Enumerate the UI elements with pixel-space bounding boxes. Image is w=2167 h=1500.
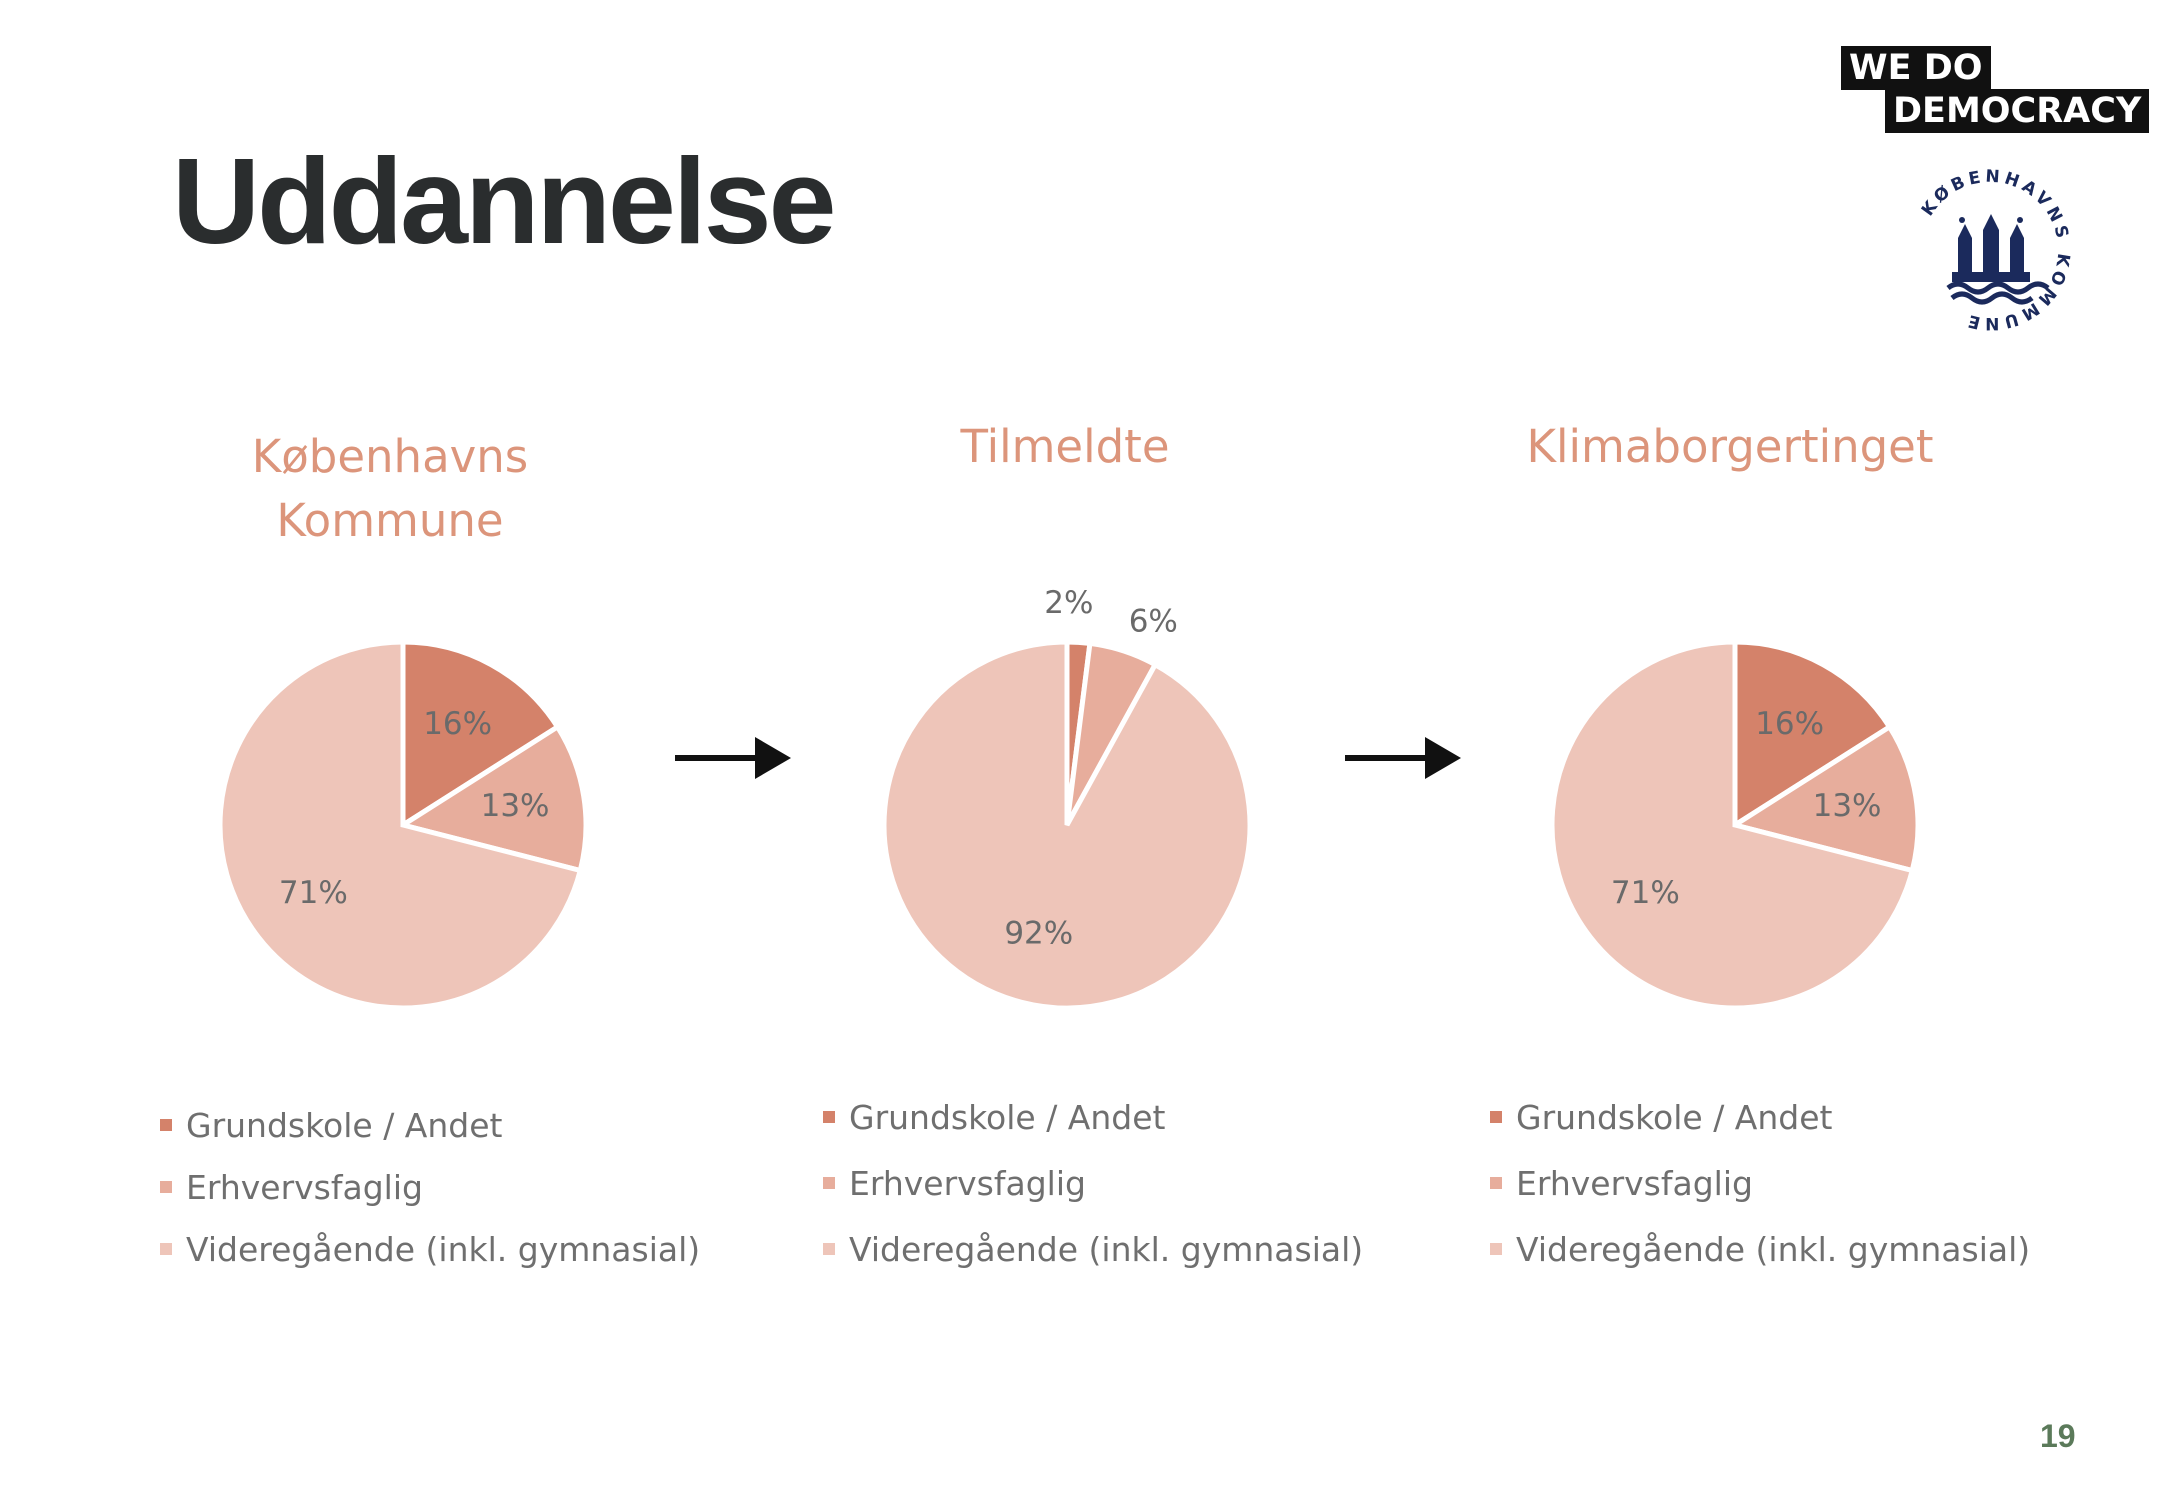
chart-3-title: Klimaborgertinget (1480, 415, 1980, 479)
legend-label: Erhvervsfaglig (849, 1163, 1086, 1203)
legend-swatch-grundskole (1490, 1111, 1502, 1123)
data-label-grundskole: 2% (1044, 585, 1093, 621)
data-label-erhvervsfaglig: 13% (481, 788, 550, 824)
data-label-grundskole: 16% (423, 706, 492, 742)
legend-label: Grundskole / Andet (1516, 1097, 1833, 1137)
legend-chart-3: Grundskole / Andet Erhvervsfaglig Videre… (1490, 1084, 2030, 1282)
data-label-videregaende: 71% (1611, 875, 1680, 911)
legend-swatch-grundskole (823, 1111, 835, 1123)
data-label-erhvervsfaglig: 6% (1129, 603, 1178, 639)
slide-title: Uddannelse (172, 133, 836, 269)
legend-item: Videregående (inkl. gymnasial) (823, 1216, 1363, 1282)
legend-label: Videregående (inkl. gymnasial) (849, 1229, 1364, 1269)
pie-slice-grundskole (1732, 639, 1893, 830)
legend-item: Erhvervsfaglig (823, 1150, 1363, 1216)
legend-chart-1: Grundskole / Andet Erhvervsfaglig Videre… (160, 1094, 700, 1280)
page-number: 19 (2040, 1418, 2076, 1454)
legend-item: Grundskole / Andet (1490, 1084, 2030, 1150)
legend-label: Erhvervsfaglig (1516, 1163, 1753, 1203)
logo-line-2: DEMOCRACY (1885, 89, 2150, 133)
legend-item: Grundskole / Andet (160, 1094, 700, 1156)
legend-swatch-videregaende (823, 1243, 835, 1255)
chart-1-title-line-2: Kommune (276, 494, 504, 547)
data-label-erhvervsfaglig: 13% (1813, 788, 1882, 824)
legend-item: Videregående (inkl. gymnasial) (1490, 1216, 2030, 1282)
legend-label: Grundskole / Andet (849, 1097, 1166, 1137)
legend-swatch-videregaende (160, 1243, 172, 1255)
legend-label: Erhvervsfaglig (186, 1167, 423, 1207)
legend-swatch-videregaende (1490, 1243, 1502, 1255)
legend-swatch-erhvervsfaglig (160, 1181, 172, 1193)
pie-chart-2: 2% 6% 92% (881, 585, 1253, 1011)
legend-label: Videregående (inkl. gymnasial) (1516, 1229, 2031, 1269)
legend-label: Grundskole / Andet (186, 1105, 503, 1145)
arrow-right-icon (1345, 737, 1461, 779)
we-do-democracy-logo: WE DO DEMOCRACY (1841, 46, 2150, 134)
pie-chart-1: 16% 13% 71% (217, 639, 589, 1011)
legend-item: Videregående (inkl. gymnasial) (160, 1218, 700, 1280)
data-label-videregaende: 71% (279, 875, 348, 911)
legend-swatch-erhvervsfaglig (1490, 1177, 1502, 1189)
legend-chart-2: Grundskole / Andet Erhvervsfaglig Videre… (823, 1084, 1363, 1282)
chart-2-title: Tilmeldte (865, 415, 1265, 479)
kobenhavns-kommune-logo: KØBENHAVNS KOMMUNE (1918, 167, 2069, 333)
pie-slice-videregaende (1549, 639, 1916, 1011)
chart-1-title: Københavns Kommune (190, 425, 590, 553)
legend-swatch-grundskole (160, 1119, 172, 1131)
logo-line-1: WE DO (1841, 46, 1991, 90)
pie-chart-3: 16% 13% 71% (1549, 639, 1921, 1011)
data-label-grundskole: 16% (1755, 706, 1824, 742)
data-label-videregaende: 92% (1004, 915, 1073, 951)
legend-item: Grundskole / Andet (823, 1084, 1363, 1150)
chart-1-title-line-1: Københavns (251, 430, 529, 483)
legend-label: Videregående (inkl. gymnasial) (186, 1229, 701, 1269)
chart-3-title-line-1: Klimaborgertinget (1526, 420, 1934, 473)
arrow-right-icon (675, 737, 791, 779)
pie-slice-videregaende (881, 639, 1253, 1011)
legend-item: Erhvervsfaglig (1490, 1150, 2030, 1216)
legend-swatch-erhvervsfaglig (823, 1177, 835, 1189)
pie-slice-videregaende (217, 639, 584, 1011)
legend-item: Erhvervsfaglig (160, 1156, 700, 1218)
chart-2-title-line-1: Tilmeldte (960, 420, 1170, 473)
pie-slice-grundskole (400, 639, 561, 830)
